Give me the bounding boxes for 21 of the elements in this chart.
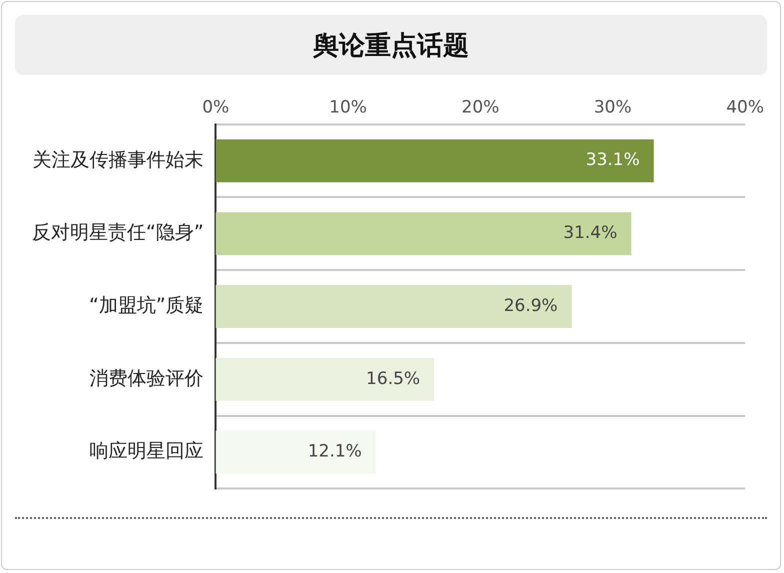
data-label: 12.1% xyxy=(308,442,362,462)
x-tick-label: 10% xyxy=(329,98,367,118)
data-label: 33.1% xyxy=(586,150,640,170)
x-tick-label: 30% xyxy=(594,98,632,118)
data-label: 16.5% xyxy=(366,368,420,389)
data-label: 26.9% xyxy=(504,296,558,316)
y-tick-label: “加盟坑”质疑 xyxy=(89,294,204,316)
x-tick-label: 0% xyxy=(202,98,230,118)
bar xyxy=(216,358,434,401)
chart-title: 舆论重点话题 xyxy=(15,15,767,75)
y-tick-label: 响应明星回应 xyxy=(90,440,204,462)
bar xyxy=(216,139,654,182)
x-tick-label: 40% xyxy=(726,98,764,118)
y-tick-label: 反对明星责任“隐身” xyxy=(32,222,204,244)
y-tick-label: 消费体验评价 xyxy=(90,367,204,390)
data-label: 31.4% xyxy=(563,223,618,244)
bar xyxy=(216,212,632,256)
y-tick-label: 关注及传播事件始末 xyxy=(32,148,204,171)
x-tick-label: 20% xyxy=(462,98,500,118)
bar xyxy=(216,430,376,474)
bar xyxy=(216,285,572,328)
